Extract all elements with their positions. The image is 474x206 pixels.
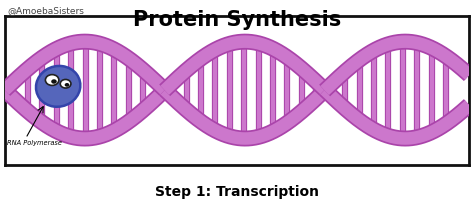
Circle shape [64, 84, 69, 87]
Text: RNA Polymerase: RNA Polymerase [7, 139, 62, 145]
Circle shape [51, 80, 57, 84]
Circle shape [46, 75, 59, 86]
Circle shape [64, 82, 65, 84]
Text: Protein Synthesis: Protein Synthesis [133, 10, 341, 30]
Circle shape [60, 80, 71, 89]
Text: @AmoebaSisters: @AmoebaSisters [7, 6, 84, 15]
Text: Step 1: Transcription: Step 1: Transcription [155, 184, 319, 198]
Ellipse shape [36, 67, 80, 107]
Circle shape [50, 78, 52, 80]
